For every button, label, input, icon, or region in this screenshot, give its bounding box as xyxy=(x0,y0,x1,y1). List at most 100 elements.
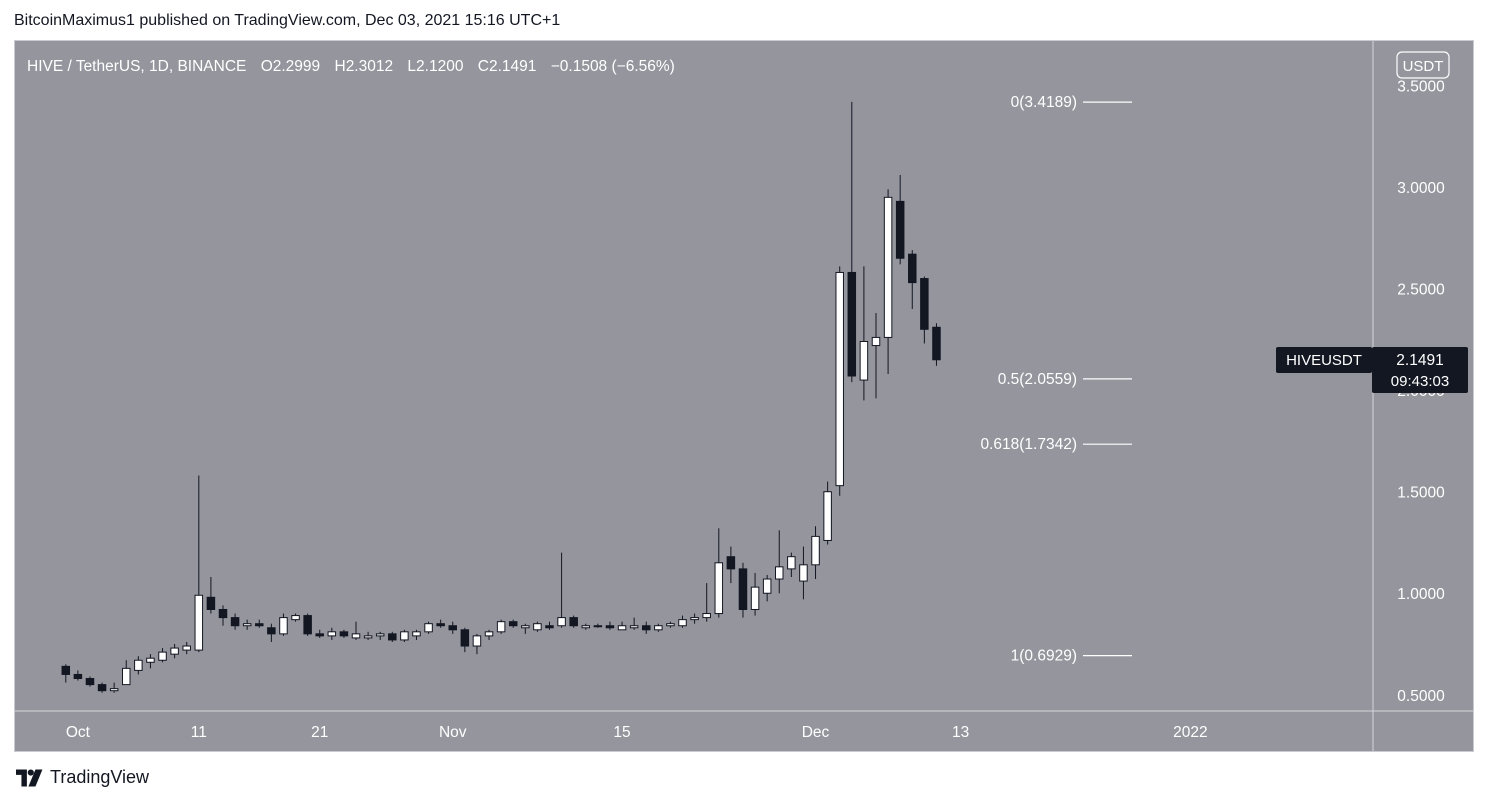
legend-high: 2.3012 xyxy=(346,58,393,75)
price-tag-symbol-bg xyxy=(1276,346,1372,373)
candle xyxy=(146,654,155,669)
candle xyxy=(170,644,179,659)
price-axis[interactable]: 0.50001.00001.50002.00002.50003.00003.50… xyxy=(1397,79,1445,705)
candle xyxy=(122,660,131,686)
candlestick-chart[interactable]: HIVE / TetherUS, 1D, BINANCE O2.2999 H2.… xyxy=(15,41,1473,751)
tradingview-wordmark: TradingView xyxy=(50,767,150,787)
candle xyxy=(871,313,881,399)
candle xyxy=(811,526,820,580)
candle-body-up xyxy=(363,635,373,639)
candle xyxy=(714,528,724,618)
x-tick-label: Oct xyxy=(66,724,91,741)
currency-badge-label: USDT xyxy=(1403,58,1444,75)
candle-body-up xyxy=(654,625,663,631)
candle-body-up xyxy=(496,621,506,633)
candle xyxy=(182,641,191,655)
candle xyxy=(690,613,699,624)
candle-body-up xyxy=(170,647,179,655)
candle xyxy=(424,621,433,634)
candle-body-up xyxy=(629,625,639,629)
candle-body-up xyxy=(375,633,385,637)
legend-open-label: O xyxy=(261,58,273,75)
candle-body-down xyxy=(641,625,651,631)
candle xyxy=(97,682,107,693)
candle-body-up xyxy=(291,615,300,621)
candle xyxy=(883,189,893,374)
candle xyxy=(932,323,941,366)
legend-line: HIVE / TetherUS, 1D, BINANCE O2.2999 H2.… xyxy=(27,58,675,75)
candle xyxy=(315,629,324,638)
candle-body-up xyxy=(533,623,542,631)
y-tick-label: 0.5000 xyxy=(1397,688,1445,705)
legend-close: 2.1491 xyxy=(489,58,536,75)
y-tick-label: 3.0000 xyxy=(1397,180,1445,197)
x-tick-label: 21 xyxy=(311,724,328,741)
candle xyxy=(835,266,844,496)
candle-body-up xyxy=(690,617,699,621)
candle xyxy=(351,621,361,640)
candle-body-up xyxy=(871,336,881,347)
candle-body-up xyxy=(617,625,627,631)
price-tag-value-bg xyxy=(1372,346,1468,393)
candle-body-up xyxy=(859,340,869,381)
candle xyxy=(230,613,240,630)
candle-body-down xyxy=(436,623,445,627)
candle xyxy=(267,623,276,642)
candle xyxy=(666,621,675,628)
candle xyxy=(448,621,458,634)
candle xyxy=(908,250,917,309)
candle xyxy=(533,621,542,632)
candle xyxy=(134,656,143,675)
tradingview-branding[interactable]: TradingView xyxy=(16,767,149,788)
candle-body-up xyxy=(146,657,155,663)
currency-badge[interactable]: USDT xyxy=(1396,51,1450,79)
candle xyxy=(279,613,288,636)
candle-body-down xyxy=(388,633,397,641)
candle-body-up xyxy=(134,659,143,671)
candle xyxy=(823,481,832,545)
candle xyxy=(327,627,337,640)
chart-panel[interactable]: HIVE / TetherUS, 1D, BINANCE O2.2999 H2.… xyxy=(14,40,1474,752)
candle xyxy=(521,623,530,634)
x-tick-label: Dec xyxy=(802,724,830,741)
candle xyxy=(255,619,264,628)
legend-high-label: H xyxy=(334,58,345,75)
tradingview-logo-icon xyxy=(16,768,43,787)
time-axis[interactable]: Oct 11 21 Nov 15 Dec 13 2022 xyxy=(66,724,1208,741)
candle-body-up xyxy=(182,645,191,651)
candle xyxy=(61,664,71,683)
legend-symbol: HIVE / TetherUS, 1D, BINANCE xyxy=(27,58,246,75)
candle-body-down xyxy=(895,200,905,259)
candle xyxy=(218,605,228,626)
candle-body-up xyxy=(327,631,337,637)
candle xyxy=(762,574,772,602)
candle xyxy=(472,633,482,655)
last-price-tag: HIVEUSDT 2.1491 09:43:03 xyxy=(1276,346,1468,393)
x-tick-label: 13 xyxy=(952,724,969,741)
candle-body-up xyxy=(109,688,119,692)
candle xyxy=(726,546,736,584)
fib-level-label: 0.5(2.0559) xyxy=(998,371,1077,388)
price-tag-symbol: HIVEUSDT xyxy=(1286,352,1362,369)
candle-body-down xyxy=(726,556,736,570)
candle-body-down xyxy=(85,678,95,686)
y-tick-label: 3.5000 xyxy=(1397,79,1445,96)
x-tick-label: Nov xyxy=(439,724,467,741)
candle-body-up xyxy=(557,617,566,627)
candles xyxy=(61,101,941,693)
candle-body-down xyxy=(61,665,71,675)
candle-body-down xyxy=(545,625,554,629)
currency-badge-frame xyxy=(1396,51,1450,79)
candle xyxy=(920,276,929,344)
candle-body-down xyxy=(908,253,917,284)
candle-body-up xyxy=(581,625,591,629)
candle-body-down xyxy=(508,621,518,627)
candle xyxy=(460,627,470,653)
y-tick-label: 2.5000 xyxy=(1397,282,1445,299)
candle-body-up xyxy=(242,623,252,627)
candle xyxy=(775,530,784,594)
candle-body-down xyxy=(448,625,458,631)
candle xyxy=(291,613,300,622)
fib-retracement[interactable]: 0(3.4189) 0.5(2.0559) 0.618(1.7342) 1(0.692… xyxy=(980,94,1132,665)
legend-close-label: C xyxy=(478,58,489,75)
